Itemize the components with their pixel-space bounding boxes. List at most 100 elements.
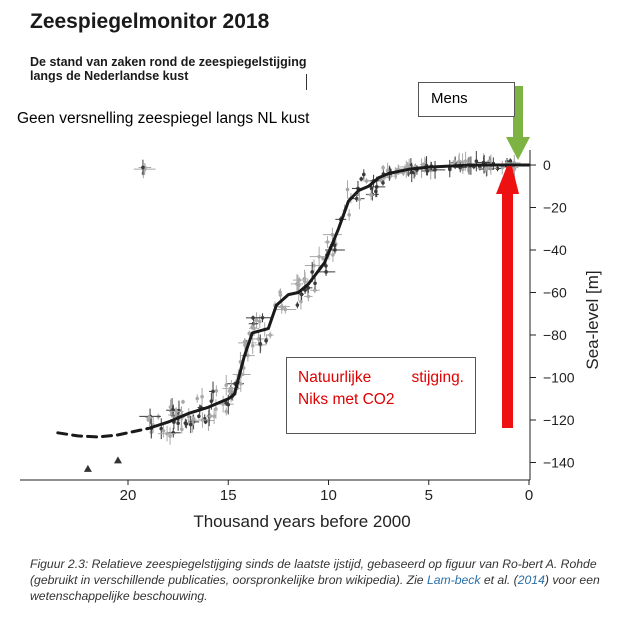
scatter-point (364, 179, 369, 183)
text-cursor-mark (306, 74, 307, 90)
scatter-point (256, 337, 261, 341)
scatter-point (214, 389, 219, 393)
headline-text: Geen versnelling zeespiegel langs NL kus… (17, 110, 310, 127)
scatter-point (161, 429, 166, 433)
caption-link-lambeck[interactable]: Lam-beck (426, 573, 481, 587)
scatter-point (310, 270, 314, 274)
series-lines (56, 163, 531, 439)
scatter-point (211, 389, 215, 394)
scatter-point (247, 331, 252, 336)
caption-link-2014[interactable]: 2014 (517, 573, 545, 587)
x-ticks: 20 15 10 5 0 (120, 480, 533, 504)
scatter-point (313, 281, 317, 286)
x-tick-label: 15 (220, 487, 237, 504)
triangle-marker (83, 464, 92, 472)
scatter-point (299, 292, 304, 297)
scatter-point (214, 407, 218, 411)
triangle-marker (113, 456, 122, 464)
scatter-point (280, 305, 285, 310)
y-tick-label: −120 (543, 412, 575, 428)
outlier-markers (83, 456, 122, 472)
scatter-point (330, 232, 335, 237)
scatter-point (224, 409, 229, 414)
scatter-point (192, 417, 196, 421)
figure-caption: Figuur 2.3: Relatieve zeespiegelstijging… (30, 556, 600, 604)
y-tick-label: −40 (543, 242, 567, 258)
page-title: Zeespiegelmonitor 2018 (30, 10, 270, 33)
y-ticks: 0 −20 −40 −60 −80 −100 −120 −140 (530, 157, 575, 471)
red-arrow-head (496, 166, 519, 194)
scatter-point (379, 178, 383, 182)
red-arrow-shaft (502, 190, 513, 428)
scatter-point (354, 196, 359, 201)
scatter-point (428, 168, 433, 173)
scatter-point (200, 418, 205, 422)
page-subtitle: De stand van zaken rond de zeespiegelsti… (30, 55, 330, 83)
series-line-0 (146, 163, 531, 430)
scatter-point (174, 409, 179, 414)
scatter-point (188, 422, 193, 427)
green-arrow-icon (506, 86, 530, 160)
scatter-point (406, 164, 410, 169)
scatter-point (264, 338, 268, 343)
scatter-point (197, 414, 201, 419)
y-tick-label: −20 (543, 200, 567, 216)
x-axis-label: Thousand years before 2000 (193, 512, 410, 531)
y-tick-label: −80 (543, 327, 567, 343)
y-tick-label: −140 (543, 455, 575, 471)
scatter-point (283, 307, 288, 312)
scatter-point (317, 254, 321, 259)
scatter-point (297, 283, 301, 288)
scatter-point (221, 402, 225, 406)
scatter-point (186, 414, 191, 419)
scatter-point (312, 263, 316, 268)
scatter-point (212, 414, 216, 418)
scatter-point (183, 421, 188, 425)
scatter-point (252, 326, 256, 331)
scatter-point (243, 343, 247, 348)
scatter-point (333, 248, 337, 252)
scatter-point (495, 166, 500, 171)
scatter-point (200, 394, 204, 399)
scatter-point (483, 167, 488, 172)
scatter-point (208, 414, 213, 418)
scatter-point (181, 400, 185, 404)
scatter-point (209, 399, 214, 404)
scatter-point (313, 288, 317, 293)
scatter-point (165, 431, 169, 436)
red-arrow-icon (496, 166, 519, 428)
green-arrow-shaft (513, 86, 523, 141)
scatter-point (258, 342, 263, 346)
scatter-point (433, 168, 437, 172)
scatter-point (299, 299, 303, 304)
scatter-point (146, 417, 151, 422)
scatter-point (141, 165, 145, 170)
scatter-point (302, 276, 307, 281)
scatter-point (374, 189, 378, 194)
caption-text-3: ) voor een wetenschappelijke beschouwing… (30, 573, 600, 603)
scatter-point (345, 187, 350, 192)
scatter-point (409, 170, 414, 175)
x-tick-label: 0 (525, 487, 533, 504)
scatter-point (295, 303, 300, 307)
scatter-point (481, 160, 486, 165)
caption-text-1: Figuur 2.3: Relatieve zeespiegelstijging… (30, 557, 597, 587)
natuur-word-2: stijging. (411, 369, 464, 386)
scatter-point (278, 290, 282, 294)
scatter-point (324, 264, 328, 268)
chart-axes (20, 150, 531, 481)
scatter-point (381, 165, 385, 170)
subtitle-line-1: De stand van zaken rond de zeespiegelsti… (30, 55, 307, 69)
scatter-point (238, 382, 243, 386)
scatter-point (268, 333, 272, 337)
scatter-point (361, 172, 366, 177)
scatter-point (180, 427, 184, 432)
scatter-point (325, 240, 330, 244)
scatter-point (381, 181, 385, 185)
scatter-point (359, 177, 364, 181)
scatter-point (195, 396, 200, 401)
scatter-point (254, 318, 259, 323)
scatter-points (133, 151, 521, 445)
x-tick-label: 5 (425, 487, 433, 504)
